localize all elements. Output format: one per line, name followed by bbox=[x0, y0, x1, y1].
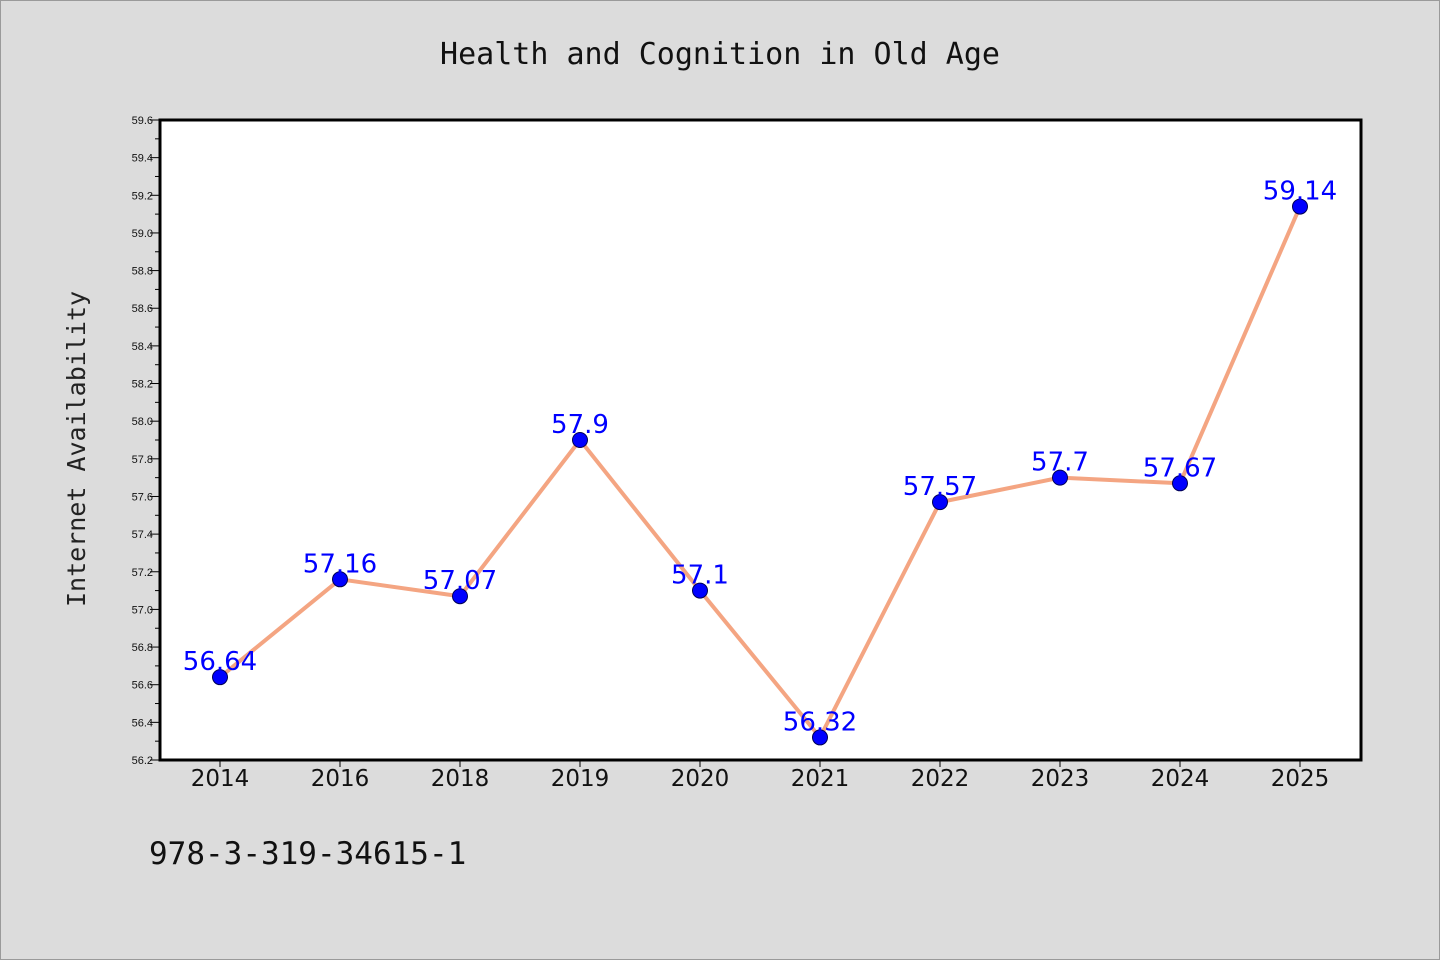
data-point-marker bbox=[1292, 198, 1308, 215]
y-tick-label: 57.8 bbox=[132, 454, 153, 466]
y-tick-label: 56.4 bbox=[132, 717, 153, 729]
data-point-marker bbox=[572, 432, 588, 448]
x-tick-label: 2023 bbox=[1031, 766, 1090, 792]
y-tick-label: 57.0 bbox=[132, 604, 153, 616]
y-tick-label: 56.8 bbox=[132, 642, 153, 654]
y-tick-label: 59.6 bbox=[132, 115, 153, 127]
data-label: 57.07 bbox=[423, 566, 497, 596]
series-line-group bbox=[218, 204, 1302, 740]
plot-frame bbox=[158, 118, 1363, 762]
y-tick-label: 58.8 bbox=[132, 266, 153, 278]
footer-isbn: 978-3-319-34615-1 bbox=[149, 836, 466, 872]
x-tick-label: 2016 bbox=[311, 766, 370, 792]
x-tick-label: 2014 bbox=[191, 766, 250, 792]
x-tick-label: 2022 bbox=[911, 766, 970, 792]
data-point-marker bbox=[932, 494, 948, 511]
y-tick-label: 57.2 bbox=[132, 567, 153, 579]
plot-area bbox=[160, 120, 1361, 760]
data-point-marker bbox=[332, 571, 348, 588]
data-label: 59.14 bbox=[1263, 177, 1337, 207]
data-label: 57.57 bbox=[903, 472, 977, 502]
x-tick-label: 2024 bbox=[1151, 766, 1210, 792]
y-tick-label: 56.6 bbox=[132, 680, 153, 692]
y-tick-label: 56.2 bbox=[132, 755, 153, 767]
y-tick-label: 57.6 bbox=[132, 491, 153, 503]
x-tick-label: 2020 bbox=[671, 766, 730, 792]
data-label: 56.64 bbox=[183, 647, 257, 677]
y-tick-label: 59.0 bbox=[132, 228, 153, 240]
x-tick-label: 2021 bbox=[791, 766, 850, 792]
data-point-marker bbox=[812, 729, 828, 746]
x-tick-label: 2018 bbox=[431, 766, 490, 792]
y-tick-label: 57.4 bbox=[132, 529, 153, 541]
y-tick-label: 58.4 bbox=[132, 341, 153, 353]
data-point-marker bbox=[1172, 475, 1188, 492]
x-tick-label: 2025 bbox=[1271, 766, 1330, 792]
data-point-marker bbox=[452, 588, 468, 605]
data-point-marker bbox=[692, 582, 708, 599]
data-label: 57.16 bbox=[303, 549, 377, 579]
data-label: 57.9 bbox=[551, 410, 609, 440]
y-tick-label: 59.4 bbox=[132, 153, 153, 165]
data-label-group: 56.64 57.16 57.07 57.9 57.1 56.32 57.57 57.7 57.… bbox=[183, 177, 1337, 738]
y-tick-label: 58.6 bbox=[132, 303, 153, 315]
data-point-marker bbox=[1052, 469, 1068, 486]
x-tick-label: 2019 bbox=[551, 766, 610, 792]
series-line bbox=[218, 204, 1302, 740]
data-point-marker bbox=[212, 669, 228, 686]
data-label: 57.7 bbox=[1031, 448, 1089, 478]
data-label: 56.32 bbox=[783, 707, 857, 737]
y-axis-label: Internet Availability bbox=[62, 291, 91, 607]
y-axis: 56.2 56.4 56.6 56.8 57.0 57.2 57.4 57.6 57.8 58.0… bbox=[132, 115, 160, 767]
data-label: 57.67 bbox=[1143, 453, 1217, 483]
x-axis: 2014 2016 2018 2019 2020 2021 2022 2023 2024 2025 bbox=[191, 760, 1330, 792]
data-label: 57.1 bbox=[671, 561, 729, 591]
series-marker-group bbox=[212, 198, 1308, 746]
y-tick-label: 58.2 bbox=[132, 379, 153, 391]
y-tick-label: 59.2 bbox=[132, 190, 153, 202]
y-tick-label: 58.0 bbox=[132, 416, 153, 428]
chart-title: Health and Cognition in Old Age bbox=[440, 37, 1000, 72]
